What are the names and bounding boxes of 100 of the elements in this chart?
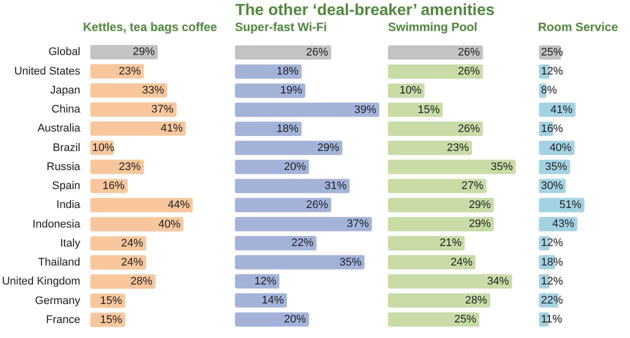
bar xyxy=(388,102,443,117)
bar xyxy=(90,121,186,136)
bar xyxy=(388,140,472,156)
y-tick-label: United Kingdom xyxy=(2,276,80,288)
y-tick-label: Brazil xyxy=(52,142,80,154)
y-tick-label: Russia xyxy=(46,160,82,173)
data-label: 39% xyxy=(354,104,377,116)
bar xyxy=(90,217,184,232)
data-label: 12% xyxy=(541,275,564,288)
y-tick-label: Thailand xyxy=(38,256,80,269)
data-label: 29% xyxy=(468,218,492,230)
y-tick-label: Indonesia xyxy=(32,218,82,230)
bar xyxy=(235,236,316,250)
bar xyxy=(388,255,476,270)
y-tick-label: China xyxy=(52,104,82,116)
y-tick-label: Germany xyxy=(35,294,81,307)
data-label: 28% xyxy=(465,294,488,306)
y-tick-label: Australia xyxy=(37,122,82,135)
data-label: 29% xyxy=(468,199,492,212)
data-label: 26% xyxy=(458,46,480,59)
bar xyxy=(90,83,168,98)
data-label: 33% xyxy=(142,84,164,96)
y-tick-label: France xyxy=(46,314,80,326)
bar xyxy=(235,84,306,98)
data-label: 25% xyxy=(454,314,476,326)
data-label: 12% xyxy=(541,66,564,78)
bar xyxy=(388,64,483,79)
data-label: 26% xyxy=(306,199,328,212)
bar xyxy=(90,102,176,117)
data-label: 14% xyxy=(262,294,284,306)
data-label: 41% xyxy=(160,122,183,135)
bar xyxy=(235,45,332,60)
data-label: 35% xyxy=(490,160,513,173)
bar xyxy=(388,293,490,308)
data-label: 18% xyxy=(276,122,299,135)
y-tick-label: United States xyxy=(14,65,81,78)
data-label: 51% xyxy=(559,199,582,212)
bar xyxy=(388,312,480,327)
bar xyxy=(90,198,193,212)
chart-subtitle: Super-fast Wi-Fi xyxy=(235,20,327,34)
y-tick-label: Spain xyxy=(52,180,80,192)
data-label: 10% xyxy=(399,84,422,97)
bar xyxy=(388,45,483,60)
data-label: 15% xyxy=(100,314,122,326)
chart-subtitle: Swimming Pool xyxy=(388,20,478,34)
data-label: 24% xyxy=(121,237,144,250)
y-tick-label: Global xyxy=(48,46,80,58)
data-label: 21% xyxy=(440,237,462,250)
bar xyxy=(235,178,350,194)
data-label: 26% xyxy=(458,122,480,135)
data-label: 18% xyxy=(541,256,564,268)
data-label: 29% xyxy=(317,142,340,154)
data-label: 31% xyxy=(324,180,347,192)
chart-subtitle: Room Service xyxy=(538,20,618,34)
data-label: 26% xyxy=(458,66,480,78)
bar xyxy=(235,198,332,212)
data-label: 37% xyxy=(151,104,174,116)
data-label: 27% xyxy=(462,180,484,192)
data-label: 37% xyxy=(346,218,370,230)
data-label: 41% xyxy=(550,104,573,116)
bar xyxy=(388,198,494,212)
data-label: 29% xyxy=(132,46,156,58)
data-label: 23% xyxy=(118,65,142,78)
bar xyxy=(90,274,156,289)
data-label: 20% xyxy=(284,314,306,326)
data-label: 19% xyxy=(280,84,303,97)
bar xyxy=(90,44,158,60)
data-label: 24% xyxy=(450,256,473,268)
bar xyxy=(388,236,465,250)
data-label: 35% xyxy=(339,256,362,268)
data-label: 20% xyxy=(284,160,306,173)
bar xyxy=(388,274,512,288)
data-label: 24% xyxy=(121,256,144,269)
bar xyxy=(235,122,302,136)
y-tick-label: India xyxy=(56,199,82,212)
chart-subtitle: Kettles, tea bags coffee xyxy=(83,20,218,34)
bar xyxy=(388,122,483,136)
data-label: 40% xyxy=(158,218,181,230)
data-label: 16% xyxy=(102,180,125,192)
data-label: 16% xyxy=(541,122,564,135)
data-label: 12% xyxy=(541,237,564,250)
data-label: 15% xyxy=(418,104,440,116)
data-label: 25% xyxy=(541,46,564,59)
data-label: 23% xyxy=(118,160,142,173)
y-tick-label: Italy xyxy=(60,237,81,250)
data-label: 40% xyxy=(550,142,572,154)
data-label: 35% xyxy=(545,160,568,173)
data-label: 30% xyxy=(541,180,564,192)
data-label: 28% xyxy=(130,276,153,288)
data-label: 8% xyxy=(541,84,558,97)
data-label: 18% xyxy=(276,66,299,78)
bar xyxy=(388,178,487,194)
y-tick-label: Japan xyxy=(50,84,80,96)
data-label: 43% xyxy=(552,218,574,230)
bar xyxy=(90,236,146,251)
data-label: 12% xyxy=(254,275,277,288)
data-label: 22% xyxy=(541,294,564,306)
bar xyxy=(388,216,494,232)
bar xyxy=(235,140,342,156)
bar xyxy=(235,255,364,270)
